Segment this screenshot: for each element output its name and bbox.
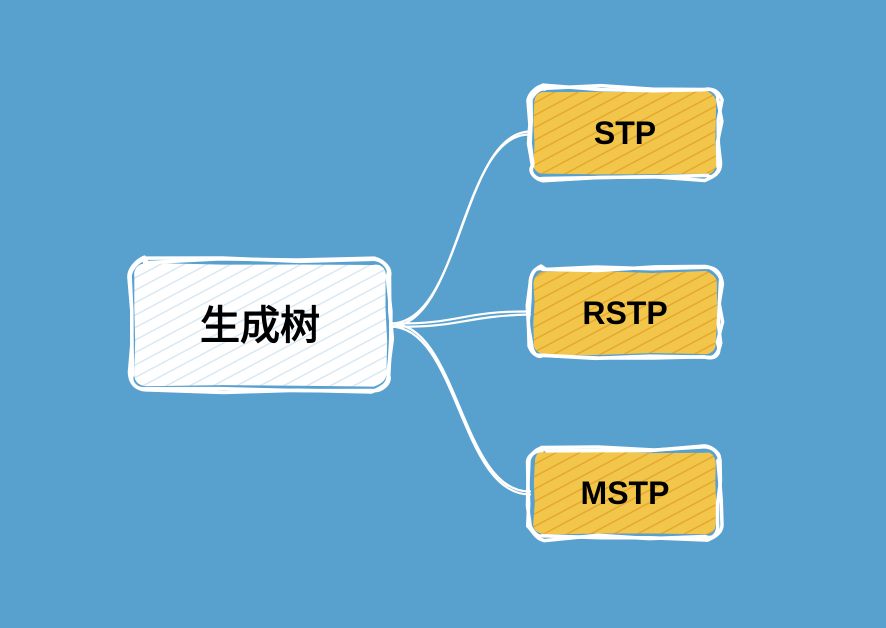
- node-label-root: 生成树: [200, 304, 320, 348]
- node-label-rstp: RSTP: [582, 295, 667, 331]
- child-node-rstp: RSTP: [527, 266, 722, 358]
- child-node-mstp: MSTP: [527, 446, 722, 541]
- mindmap-diagram: 生成树 STP RSTP MSTP: [0, 0, 886, 628]
- child-node-stp: STP: [528, 85, 722, 181]
- node-label-mstp: MSTP: [581, 475, 670, 511]
- node-label-stp: STP: [594, 115, 656, 151]
- root-node: 生成树: [129, 257, 392, 392]
